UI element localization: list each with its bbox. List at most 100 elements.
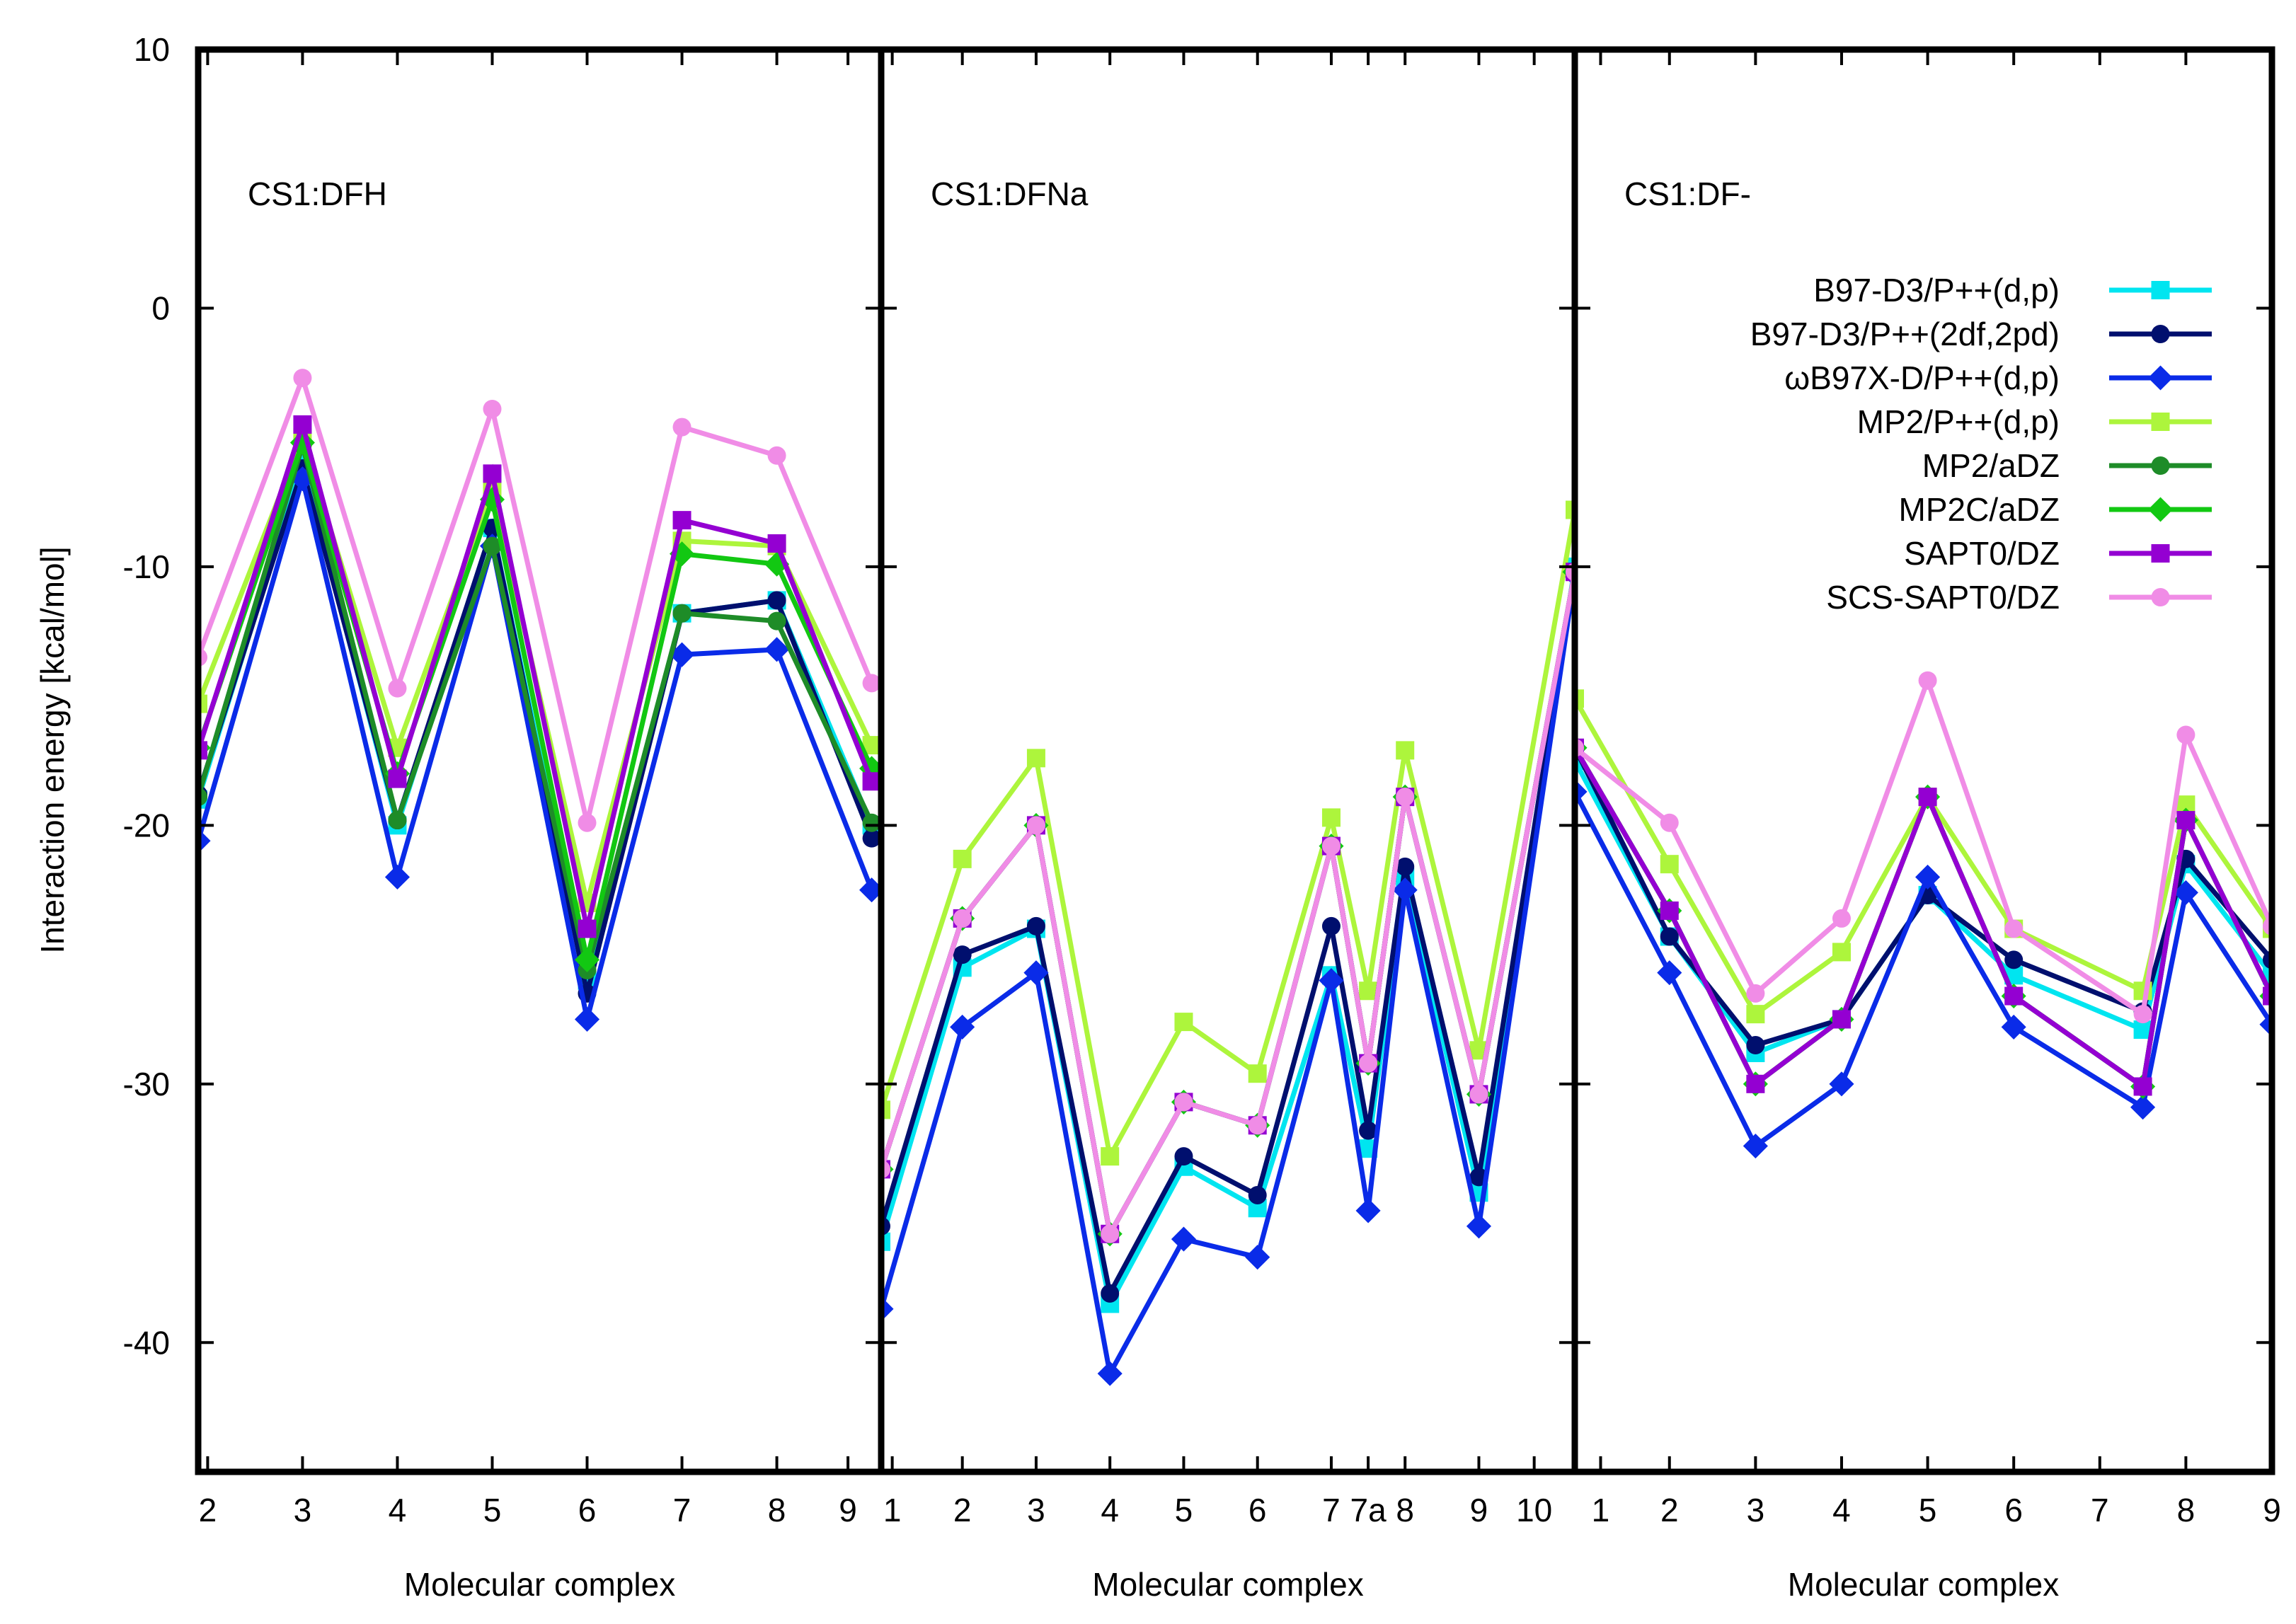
x-axis-label: Molecular complex [1788,1566,2059,1603]
data-point [2133,1077,2152,1096]
data-point [1101,1147,1120,1166]
panel-frame [1571,46,2275,1475]
data-point [862,813,881,832]
data-point [1466,1214,1492,1239]
legend-marker [2151,281,2170,299]
legend-label: MP2C/aDZ [1899,491,2060,528]
data-point [1023,960,1049,986]
legend-item: MP2C/aDZ [1899,491,2212,528]
data-point [1321,916,1341,935]
data-point [672,417,691,437]
data-point [1359,1054,1378,1073]
x-tick-label: 6 [578,1492,597,1528]
data-point [669,541,695,567]
x-tick-label: 8 [2177,1492,2195,1528]
legend-marker [2147,365,2174,391]
data-point [2004,986,2024,1006]
data-point [1660,813,1679,832]
legend-marker [2151,413,2170,431]
data-point [2173,880,2198,905]
legend-label: B97-D3/P++(d,p) [1813,272,2060,309]
data-point [1396,788,1415,807]
y-tick-label: -40 [123,1324,170,1361]
y-tick-label: 10 [134,31,170,68]
data-point [767,534,786,553]
x-tick-label: 8 [768,1492,786,1528]
data-point [1321,808,1341,827]
data-point [1746,1036,1765,1054]
x-tick-label: 2 [199,1492,217,1528]
data-point [1248,1185,1267,1204]
data-point [862,772,881,791]
series-group [198,369,881,1032]
data-point [1829,1071,1854,1097]
data-point [1660,927,1679,946]
y-tick-label: 0 [151,289,170,326]
data-point [1245,1245,1270,1270]
data-point [1248,1064,1267,1083]
panel-title: CS1:DF- [1624,175,1751,212]
x-tick-label: 4 [1101,1492,1119,1528]
x-tick-label: 7 [1322,1492,1341,1528]
data-point [483,464,502,483]
data-point [950,1014,975,1040]
series-line [198,468,874,1020]
data-point [1832,1010,1851,1029]
x-tick-label: 7 [673,1492,691,1528]
panel-title: CS1:DFNa [931,175,1089,212]
data-point [672,604,691,623]
x-tick-label: 5 [1919,1492,1937,1528]
data-point [1396,741,1415,760]
x-tick-label: 7 [2091,1492,2109,1528]
x-tick-label: 1 [883,1492,902,1528]
legend-item: SCS-SAPT0/DZ [1826,579,2212,616]
legend-label: SCS-SAPT0/DZ [1826,579,2060,616]
data-point [293,415,312,434]
data-point [384,864,411,890]
legend-marker [2151,544,2170,563]
data-point [1355,1198,1381,1223]
y-tick-label: -20 [123,807,170,843]
legend-marker [2147,497,2174,522]
data-point [1392,877,1418,903]
series-group [881,500,1575,1386]
legend-item: B97-D3/P++(2df,2pd) [1750,316,2212,352]
data-point [862,674,881,693]
x-tick-label: 5 [483,1492,502,1528]
data-point [1915,864,1941,890]
x-tick-label: 2 [1660,1492,1679,1528]
data-point [1832,909,1851,928]
data-point [1660,901,1679,920]
legend-item: MP2/aDZ [1922,447,2212,484]
data-point [1918,671,1937,690]
data-point [862,829,881,848]
series-line [198,434,874,961]
data-point [2001,1014,2026,1040]
data-point [1174,1147,1193,1166]
y-axis-label: Interaction energy [kcal/mol] [34,546,71,953]
x-tick-label: 10 [1516,1492,1552,1528]
data-point [1174,1013,1193,1032]
data-point [2004,919,2024,938]
data-point [672,511,691,530]
data-point [767,591,786,610]
data-point [483,536,502,555]
data-point [1171,1226,1196,1252]
x-tick-label: 8 [1396,1492,1414,1528]
data-point [1918,788,1937,807]
panel-2: 1 2 3 4 5 6 7 7a 8 9 10 CS1:DFNa Molecular complex [878,46,1578,1603]
data-point [1101,1224,1120,1243]
data-point [1746,984,1765,1003]
legend-label: MP2/P++(d,p) [1857,403,2060,440]
data-point [2176,811,2195,830]
series-line [198,370,874,824]
data-point [1660,855,1679,874]
y-tick-label: -10 [123,548,170,585]
data-point [1746,1074,1765,1093]
data-point [2133,1005,2152,1024]
data-point [1743,1133,1768,1159]
x-tick-label: 7a [1350,1492,1387,1528]
data-point [574,947,600,972]
legend-label: ωB97X-D/P++(d,p) [1784,359,2060,396]
